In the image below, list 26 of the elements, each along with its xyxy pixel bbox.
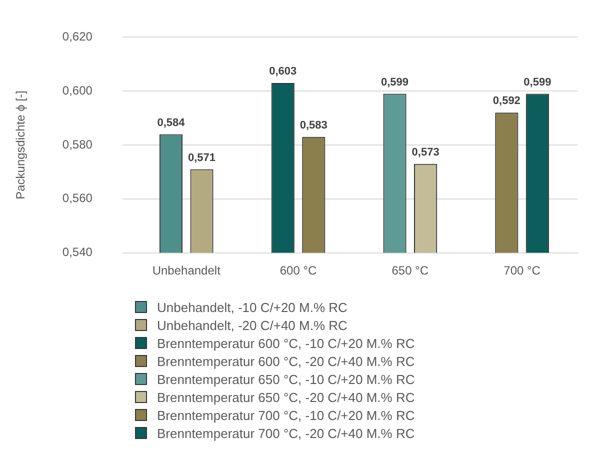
data-label: 0,573 (412, 146, 440, 158)
legend-label: Brenntemperatur 700 °C, -10 C/+20 M.% RC (157, 408, 415, 422)
data-label: 0,599 (381, 76, 409, 88)
x-tick-label: 700 °C (504, 263, 541, 278)
legend-label: Brenntemperatur 650 °C, -10 C/+20 M.% RC (157, 372, 415, 386)
legend-label: Brenntemperatur 700 °C, -20 C/+40 M.% RC (157, 426, 415, 440)
legend-label: Unbehandelt, -20 C/+40 M.% RC (157, 318, 348, 332)
y-axis-title: Packungsdichte ϕ [-] (14, 90, 28, 200)
data-label: 0,571 (188, 152, 216, 164)
legend-label: Brenntemperatur 600 °C, -20 C/+40 M.% RC (157, 354, 415, 368)
legend-label: Brenntemperatur 650 °C, -20 C/+40 M.% RC (157, 390, 415, 404)
data-label: 0,599 (524, 76, 552, 88)
y-tick-label: 0,540 (62, 245, 93, 260)
x-tick-label: 650 °C (392, 263, 429, 278)
data-label: 0,583 (300, 119, 328, 132)
x-tick-label: 600 °C (280, 263, 318, 278)
data-label: 0,592 (492, 95, 520, 108)
y-tick-label: 0,560 (62, 191, 93, 206)
legend-label: Brenntemperatur 600 °C, -10 C/+20 M.% RC (157, 336, 415, 350)
y-tick-label: 0,620 (62, 30, 93, 44)
y-tick-label: 0,600 (62, 83, 93, 98)
x-tick-label: Unbehandelt (152, 263, 222, 278)
data-label: 0,603 (269, 66, 297, 78)
legend-label: Unbehandelt, -10 C/+20 M.% RC (157, 300, 348, 314)
y-tick-label: 0,580 (62, 137, 93, 152)
data-label: 0,584 (157, 116, 186, 129)
